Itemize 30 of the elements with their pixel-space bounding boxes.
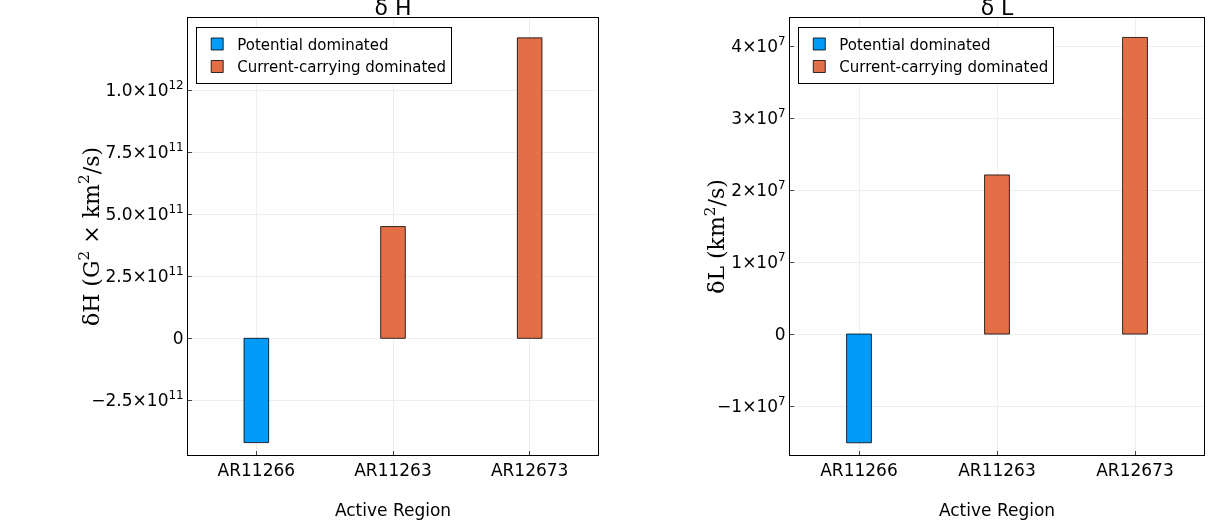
- x-tick-label: AR12673: [1096, 460, 1174, 481]
- y-tick-label: 0: [172, 328, 184, 349]
- bar: [1122, 37, 1148, 335]
- y-tick-label: 1.0×10$^{12}$: [105, 77, 184, 100]
- y-tick-label: 1×10$^{7}$: [731, 249, 786, 273]
- bar: [243, 337, 270, 443]
- legend-label: Current-carrying dominated: [237, 58, 447, 77]
- bar: [984, 174, 1010, 335]
- legend-label: Current-carrying dominated: [839, 58, 1049, 77]
- y-tick-label: 2.5×10$^{11}$: [105, 264, 184, 287]
- bar: [380, 226, 406, 339]
- x-tick-label: AR12673: [490, 460, 569, 481]
- bar: [516, 37, 543, 339]
- y-tick-label: 5.0×10$^{11}$: [105, 201, 184, 225]
- y-tick-label: 3×10$^{7}$: [731, 105, 786, 129]
- bar: [846, 333, 872, 444]
- y-tick-label: −1×10$^{7}$: [717, 393, 786, 416]
- y-tick-label: 0: [774, 324, 786, 344]
- x-axis-title: Active Region: [938, 500, 1056, 520]
- x-axis-title: Active Region: [334, 500, 452, 520]
- x-tick-label: AR11263: [958, 460, 1036, 481]
- legend-label: Potential dominated: [237, 35, 389, 54]
- y-tick-label: 4×10$^{7}$: [731, 33, 786, 57]
- x-tick-label: AR11266: [217, 460, 296, 481]
- x-tick-label: AR11263: [354, 460, 432, 481]
- y-tick-label: 7.5×10$^{11}$: [105, 139, 184, 163]
- y-tick-label: −2.5×10$^{11}$: [91, 388, 184, 411]
- x-tick-label: AR11266: [820, 460, 898, 481]
- y-tick-label: 2×10$^{7}$: [731, 177, 786, 201]
- legend-label: Potential dominated: [839, 35, 991, 54]
